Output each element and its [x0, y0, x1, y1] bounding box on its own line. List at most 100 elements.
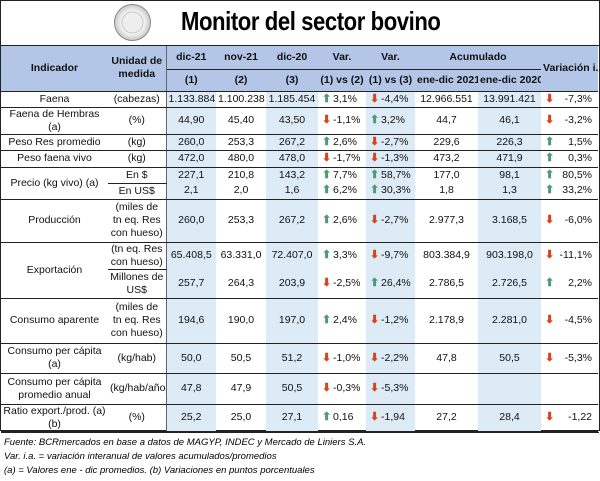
value-acc2021: 2.786,5 — [415, 269, 478, 299]
var-1-vs-2-value: -1,1% — [333, 114, 361, 126]
var-1-vs-3-value: -9,7% — [381, 249, 409, 262]
value-acc2020: 98,1 — [478, 167, 542, 183]
arrow-up-icon: ⬆ — [322, 314, 332, 326]
footnote-source: Fuente: BCRmercados en base a datos de M… — [4, 436, 367, 448]
unit-label: (kg/hab/año) — [108, 373, 167, 405]
indicator-label: Precio (kg vivo) (a) — [1, 167, 108, 200]
var-1-vs-3-value: -2,7% — [381, 214, 409, 226]
value-dic21: 1.133.884 — [166, 91, 216, 108]
var-1-vs-2-value: 6,2% — [333, 184, 357, 197]
arrow-up-icon: ⬆ — [370, 168, 380, 181]
table-row: Millones de US$ 257,7 264,3 203,9 ⬇ -2,5% ⬆ 26,… — [1, 269, 599, 299]
value-nov21: 47,9 — [216, 373, 266, 405]
variacion-ia: ⬇ -4,5% — [541, 298, 599, 344]
value-nov21: 2,0 — [216, 183, 266, 200]
var-1-vs-2: ⬆ 3,3% — [318, 242, 366, 269]
variacion-ia-value: 2,2% — [568, 276, 593, 289]
unit-label: (%) — [108, 404, 167, 432]
indicator-label: Producción — [1, 199, 108, 243]
arrow-up-icon: ⬆ — [545, 168, 555, 181]
header-var2-sub: (1) vs (3) — [366, 69, 415, 92]
var-1-vs-3: ⬇ -4,4% — [366, 91, 415, 108]
footnote-var-ia: Var. i.a. = variación interanual de valo… — [4, 450, 277, 462]
arrow-up-icon: ⬆ — [545, 135, 555, 148]
header-indicador: Indicador — [1, 46, 108, 92]
variacion-ia-value: 80,5% — [562, 168, 593, 181]
table-row: Consumo aparente (miles de tn eq. Res con… — [1, 298, 599, 344]
value-acc2021: 473,2 — [415, 150, 478, 168]
value-dic21: 47,8 — [166, 373, 216, 405]
value-dic21: 227,1 — [166, 167, 216, 183]
table-row: Precio (kg vivo) (a) En $227,1 210,8 143,2 ⬆… — [1, 167, 598, 200]
value-acc2020: 903.198,0 — [478, 242, 542, 269]
arrow-down-icon: ⬇ — [545, 411, 555, 423]
arrow-down-icon: ⬇ — [370, 249, 380, 262]
var-1-vs-2-value: 2,6% — [333, 214, 357, 226]
value-dic20: 72.407,0 — [266, 242, 318, 269]
arrow-down-icon: ⬇ — [545, 351, 555, 364]
variacion-ia-value: 1,5% — [568, 135, 593, 148]
var-1-vs-3-value: -1,94 — [381, 411, 405, 423]
unit-label: (miles de tn eq. Res con hueso) — [108, 199, 167, 243]
arrow-up-icon: ⬆ — [370, 114, 380, 126]
value-acc2021: 1,8 — [415, 183, 478, 200]
value-acc2020 — [478, 373, 542, 405]
footnotes: Fuente: BCRmercados en base a datos de M… — [1, 431, 599, 481]
var-1-vs-2: ⬇ -2,5% — [318, 269, 366, 299]
variacion-ia: ⬆ 0,3% — [541, 150, 599, 168]
variacion-ia: ⬇ -3,2% — [541, 107, 599, 135]
value-dic20: 267,2 — [266, 134, 318, 151]
value-nov21: 253,3 — [216, 199, 266, 243]
table-row: Ratio export./prod. (a)(b) (%) 25,2 25,0 27,… — [1, 404, 599, 432]
variacion-ia-value: -4,5% — [564, 314, 593, 326]
value-dic20: 143,2 — [266, 167, 318, 183]
header-variacion-ia: Variación i.a. — [541, 46, 599, 92]
value-dic21: 65.408,5 — [166, 242, 216, 269]
value-nov21: 264,3 — [216, 269, 266, 299]
header-var1: Var. — [318, 46, 366, 70]
var-1-vs-2: ⬆ 3,1% — [318, 91, 366, 108]
var-1-vs-3-value: 3,2% — [381, 114, 405, 126]
arrow-down-icon: ⬇ — [370, 411, 380, 423]
var-1-vs-3-value: -1,2% — [381, 314, 409, 326]
page-title: Monitor del sector bovino — [181, 6, 441, 36]
variacion-ia-value: -3,2% — [564, 114, 593, 126]
header-dic20-sub: (3) — [266, 69, 318, 92]
unit-label: Millones de US$ — [108, 269, 167, 299]
var-1-vs-2-value: 0,16 — [333, 411, 354, 423]
var-1-vs-3-value: 30,3% — [381, 184, 411, 197]
value-dic21: 44,90 — [166, 107, 216, 135]
table-body: Faena (cabezas) 1.133.884 1.100.238 1.185.45… — [1, 91, 599, 432]
arrow-up-icon: ⬆ — [322, 168, 332, 181]
var-1-vs-2-value: -1,0% — [333, 351, 361, 364]
value-dic20: 478,0 — [266, 150, 318, 168]
value-nov21: 25,0 — [216, 404, 266, 432]
arrow-down-icon: ⬇ — [370, 314, 380, 326]
value-nov21: 253,3 — [216, 134, 266, 151]
arrow-up-icon: ⬆ — [545, 276, 555, 289]
arrow-down-icon: ⬇ — [545, 249, 555, 262]
header-acc2020: ene-dic 2020 — [478, 69, 542, 92]
variacion-ia: ⬇ -1,22 — [541, 404, 599, 432]
unit-label: (kg) — [108, 150, 167, 168]
arrow-down-icon: ⬇ — [370, 92, 380, 105]
arrow-down-icon: ⬇ — [545, 92, 555, 105]
title-bar: Monitor del sector bovino — [1, 1, 599, 46]
var-1-vs-3: ⬇ -1,2% — [366, 298, 415, 344]
value-dic20: 1,6 — [266, 183, 318, 200]
var-1-vs-2: ⬆ 6,2% — [318, 183, 366, 200]
arrow-down-icon: ⬇ — [370, 152, 380, 164]
variacion-ia-value: -11,1% — [559, 249, 593, 262]
value-nov21: 50,5 — [216, 343, 266, 374]
arrow-up-icon: ⬆ — [370, 184, 380, 197]
var-1-vs-2-value: -1,7% — [333, 152, 361, 164]
arrow-up-icon: ⬆ — [545, 152, 555, 164]
value-dic21: 194,6 — [166, 298, 216, 344]
value-dic21: 2,1 — [166, 183, 216, 200]
var-1-vs-2: ⬆ 0,16 — [318, 404, 366, 432]
arrow-up-icon: ⬆ — [322, 92, 332, 105]
arrow-down-icon: ⬇ — [322, 114, 332, 126]
value-dic21: 257,7 — [166, 269, 216, 299]
var-1-vs-2: ⬇ -0,3% — [318, 373, 366, 405]
var-1-vs-3-value: -4,4% — [381, 92, 409, 105]
